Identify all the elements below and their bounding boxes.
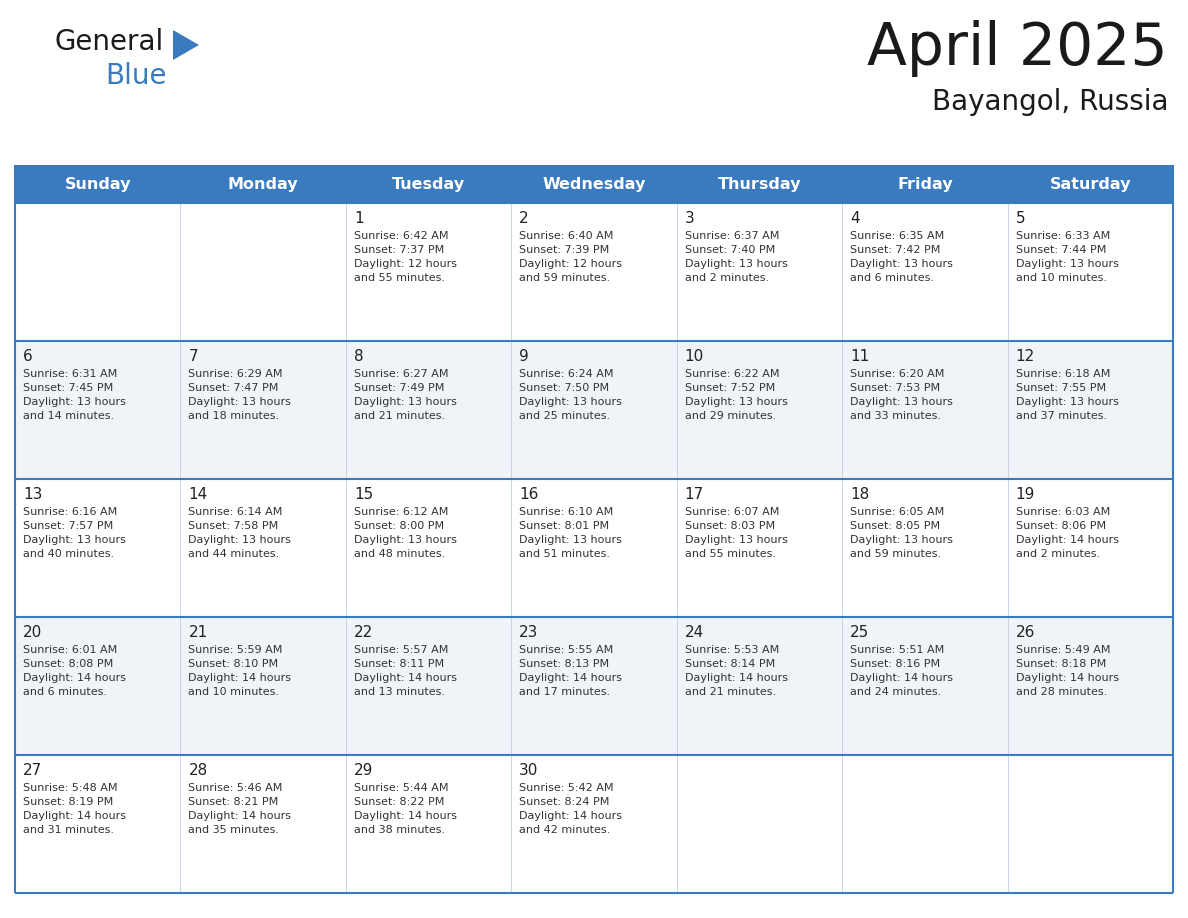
Text: Sunrise: 6:40 AM
Sunset: 7:39 PM
Daylight: 12 hours
and 59 minutes.: Sunrise: 6:40 AM Sunset: 7:39 PM Dayligh… [519,231,623,283]
Text: Sunrise: 6:03 AM
Sunset: 8:06 PM
Daylight: 14 hours
and 2 minutes.: Sunrise: 6:03 AM Sunset: 8:06 PM Dayligh… [1016,507,1119,559]
Text: 10: 10 [684,349,704,364]
Bar [15,203,1173,341]
Text: Sunrise: 6:07 AM
Sunset: 8:03 PM
Daylight: 13 hours
and 55 minutes.: Sunrise: 6:07 AM Sunset: 8:03 PM Dayligh… [684,507,788,559]
Text: 23: 23 [519,625,538,640]
Text: Sunrise: 6:42 AM
Sunset: 7:37 PM
Daylight: 12 hours
and 55 minutes.: Sunrise: 6:42 AM Sunset: 7:37 PM Dayligh… [354,231,457,283]
Text: 8: 8 [354,349,364,364]
Text: General: General [55,28,164,56]
Text: Sunrise: 6:18 AM
Sunset: 7:55 PM
Daylight: 13 hours
and 37 minutes.: Sunrise: 6:18 AM Sunset: 7:55 PM Dayligh… [1016,369,1118,421]
Text: Sunrise: 5:55 AM
Sunset: 8:13 PM
Daylight: 14 hours
and 17 minutes.: Sunrise: 5:55 AM Sunset: 8:13 PM Dayligh… [519,645,623,697]
Text: 13: 13 [23,487,43,502]
Text: 5: 5 [1016,211,1025,226]
Text: 28: 28 [189,763,208,778]
Text: 3: 3 [684,211,695,226]
Text: 14: 14 [189,487,208,502]
Text: Sunrise: 5:42 AM
Sunset: 8:24 PM
Daylight: 14 hours
and 42 minutes.: Sunrise: 5:42 AM Sunset: 8:24 PM Dayligh… [519,783,623,835]
Text: 6: 6 [23,349,33,364]
Text: Sunrise: 5:44 AM
Sunset: 8:22 PM
Daylight: 14 hours
and 38 minutes.: Sunrise: 5:44 AM Sunset: 8:22 PM Dayligh… [354,783,457,835]
Text: Sunrise: 6:16 AM
Sunset: 7:57 PM
Daylight: 13 hours
and 40 minutes.: Sunrise: 6:16 AM Sunset: 7:57 PM Dayligh… [23,507,126,559]
Text: Saturday: Saturday [1049,176,1131,192]
Text: Sunrise: 5:59 AM
Sunset: 8:10 PM
Daylight: 14 hours
and 10 minutes.: Sunrise: 5:59 AM Sunset: 8:10 PM Dayligh… [189,645,291,697]
Text: Sunrise: 6:33 AM
Sunset: 7:44 PM
Daylight: 13 hours
and 10 minutes.: Sunrise: 6:33 AM Sunset: 7:44 PM Dayligh… [1016,231,1118,283]
Text: Sunrise: 5:51 AM
Sunset: 8:16 PM
Daylight: 14 hours
and 24 minutes.: Sunrise: 5:51 AM Sunset: 8:16 PM Dayligh… [851,645,953,697]
Text: Sunrise: 6:24 AM
Sunset: 7:50 PM
Daylight: 13 hours
and 25 minutes.: Sunrise: 6:24 AM Sunset: 7:50 PM Dayligh… [519,369,623,421]
Text: 25: 25 [851,625,870,640]
Text: Thursday: Thursday [718,176,801,192]
Polygon shape [173,30,200,60]
Text: Sunrise: 6:29 AM
Sunset: 7:47 PM
Daylight: 13 hours
and 18 minutes.: Sunrise: 6:29 AM Sunset: 7:47 PM Dayligh… [189,369,291,421]
Text: 22: 22 [354,625,373,640]
Bar [15,341,1173,479]
Text: 30: 30 [519,763,538,778]
Text: 20: 20 [23,625,43,640]
Bar [15,165,1173,203]
Text: 4: 4 [851,211,860,226]
Bar [15,755,1173,893]
Text: 19: 19 [1016,487,1035,502]
Text: 2: 2 [519,211,529,226]
Text: 16: 16 [519,487,538,502]
Text: Sunrise: 6:35 AM
Sunset: 7:42 PM
Daylight: 13 hours
and 6 minutes.: Sunrise: 6:35 AM Sunset: 7:42 PM Dayligh… [851,231,953,283]
Text: 9: 9 [519,349,529,364]
Text: Sunday: Sunday [64,176,131,192]
Text: 1: 1 [354,211,364,226]
Text: April 2025: April 2025 [867,20,1168,77]
Text: 29: 29 [354,763,373,778]
Text: Sunrise: 6:05 AM
Sunset: 8:05 PM
Daylight: 13 hours
and 59 minutes.: Sunrise: 6:05 AM Sunset: 8:05 PM Dayligh… [851,507,953,559]
Text: 26: 26 [1016,625,1035,640]
Text: Sunrise: 6:20 AM
Sunset: 7:53 PM
Daylight: 13 hours
and 33 minutes.: Sunrise: 6:20 AM Sunset: 7:53 PM Dayligh… [851,369,953,421]
Text: Wednesday: Wednesday [542,176,646,192]
Text: Sunrise: 5:49 AM
Sunset: 8:18 PM
Daylight: 14 hours
and 28 minutes.: Sunrise: 5:49 AM Sunset: 8:18 PM Dayligh… [1016,645,1119,697]
Text: Sunrise: 6:27 AM
Sunset: 7:49 PM
Daylight: 13 hours
and 21 minutes.: Sunrise: 6:27 AM Sunset: 7:49 PM Dayligh… [354,369,456,421]
Text: Sunrise: 6:10 AM
Sunset: 8:01 PM
Daylight: 13 hours
and 51 minutes.: Sunrise: 6:10 AM Sunset: 8:01 PM Dayligh… [519,507,623,559]
Text: Sunrise: 5:48 AM
Sunset: 8:19 PM
Daylight: 14 hours
and 31 minutes.: Sunrise: 5:48 AM Sunset: 8:19 PM Dayligh… [23,783,126,835]
Text: 17: 17 [684,487,704,502]
Text: 27: 27 [23,763,43,778]
Text: Blue: Blue [105,62,166,90]
Text: 18: 18 [851,487,870,502]
Text: Sunrise: 6:14 AM
Sunset: 7:58 PM
Daylight: 13 hours
and 44 minutes.: Sunrise: 6:14 AM Sunset: 7:58 PM Dayligh… [189,507,291,559]
Text: Sunrise: 5:46 AM
Sunset: 8:21 PM
Daylight: 14 hours
and 35 minutes.: Sunrise: 5:46 AM Sunset: 8:21 PM Dayligh… [189,783,291,835]
Text: Sunrise: 6:37 AM
Sunset: 7:40 PM
Daylight: 13 hours
and 2 minutes.: Sunrise: 6:37 AM Sunset: 7:40 PM Dayligh… [684,231,788,283]
Text: 24: 24 [684,625,704,640]
Text: 12: 12 [1016,349,1035,364]
Text: Tuesday: Tuesday [392,176,466,192]
Text: 11: 11 [851,349,870,364]
Text: Friday: Friday [897,176,953,192]
Text: Sunrise: 6:12 AM
Sunset: 8:00 PM
Daylight: 13 hours
and 48 minutes.: Sunrise: 6:12 AM Sunset: 8:00 PM Dayligh… [354,507,456,559]
Text: 21: 21 [189,625,208,640]
Text: 7: 7 [189,349,198,364]
Text: Monday: Monday [228,176,298,192]
Text: Sunrise: 6:31 AM
Sunset: 7:45 PM
Daylight: 13 hours
and 14 minutes.: Sunrise: 6:31 AM Sunset: 7:45 PM Dayligh… [23,369,126,421]
Text: Sunrise: 5:53 AM
Sunset: 8:14 PM
Daylight: 14 hours
and 21 minutes.: Sunrise: 5:53 AM Sunset: 8:14 PM Dayligh… [684,645,788,697]
Bar [15,617,1173,755]
Text: 15: 15 [354,487,373,502]
Text: Sunrise: 6:01 AM
Sunset: 8:08 PM
Daylight: 14 hours
and 6 minutes.: Sunrise: 6:01 AM Sunset: 8:08 PM Dayligh… [23,645,126,697]
Bar [15,479,1173,617]
Text: Sunrise: 5:57 AM
Sunset: 8:11 PM
Daylight: 14 hours
and 13 minutes.: Sunrise: 5:57 AM Sunset: 8:11 PM Dayligh… [354,645,457,697]
Text: Bayangol, Russia: Bayangol, Russia [931,88,1168,116]
Text: Sunrise: 6:22 AM
Sunset: 7:52 PM
Daylight: 13 hours
and 29 minutes.: Sunrise: 6:22 AM Sunset: 7:52 PM Dayligh… [684,369,788,421]
